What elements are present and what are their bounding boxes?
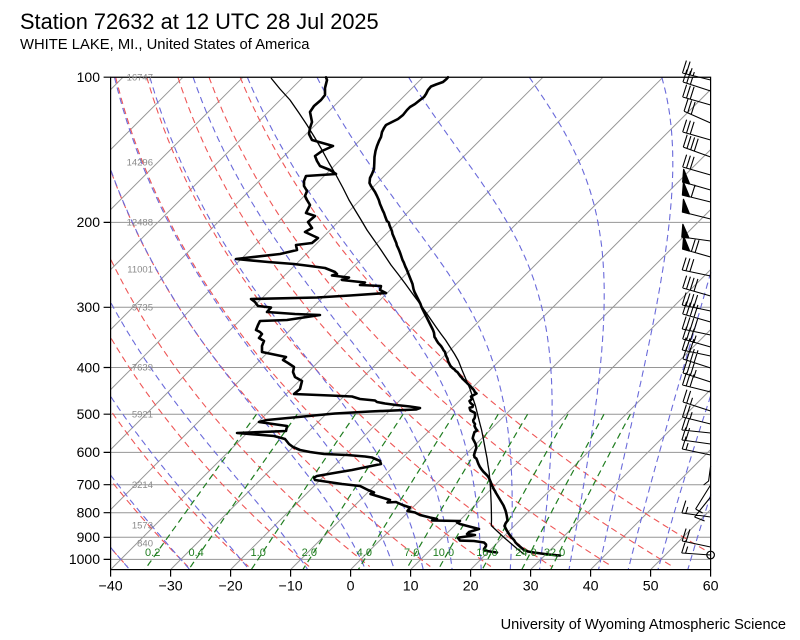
svg-text:1.0: 1.0 [251, 547, 266, 559]
svg-text:600: 600 [77, 444, 101, 460]
svg-text:200: 200 [77, 214, 101, 230]
svg-text:50: 50 [643, 579, 659, 595]
svg-text:2.0: 2.0 [302, 547, 317, 559]
svg-text:Station 72632 at 12 UTC 28 Jul: Station 72632 at 12 UTC 28 Jul 2025 [20, 9, 379, 34]
svg-text:32.0: 32.0 [544, 547, 565, 559]
svg-text:−40: −40 [99, 579, 123, 595]
svg-text:10: 10 [403, 579, 419, 595]
svg-text:1000: 1000 [69, 551, 100, 567]
svg-text:500: 500 [77, 406, 101, 422]
svg-text:0: 0 [347, 579, 355, 595]
svg-text:7.0: 7.0 [404, 547, 419, 559]
svg-text:3214: 3214 [132, 480, 153, 491]
svg-text:5921: 5921 [132, 409, 153, 420]
svg-text:400: 400 [77, 359, 101, 375]
svg-text:60: 60 [703, 579, 719, 595]
svg-text:7639: 7639 [132, 363, 153, 374]
svg-text:800: 800 [77, 505, 101, 521]
svg-text:−20: −20 [219, 579, 243, 595]
svg-text:−10: −10 [279, 579, 303, 595]
svg-text:1573: 1573 [132, 521, 153, 532]
svg-text:9735: 9735 [132, 303, 153, 314]
svg-text:11001: 11001 [127, 264, 153, 275]
svg-text:20: 20 [463, 579, 479, 595]
svg-text:University of Wyoming Atmosphe: University of Wyoming Atmospheric Scienc… [501, 617, 786, 633]
svg-text:24.0: 24.0 [515, 547, 536, 559]
svg-text:14296: 14296 [127, 157, 153, 168]
svg-text:30: 30 [523, 579, 539, 595]
svg-text:10.0: 10.0 [433, 547, 454, 559]
svg-text:900: 900 [77, 529, 101, 545]
svg-text:40: 40 [583, 579, 599, 595]
svg-text:WHITE LAKE, MI., United States: WHITE LAKE, MI., United States of Americ… [20, 37, 310, 53]
svg-text:840: 840 [137, 538, 153, 549]
svg-text:0.4: 0.4 [188, 547, 203, 559]
svg-text:4.0: 4.0 [357, 547, 372, 559]
svg-text:100: 100 [77, 69, 101, 85]
svg-text:16.0: 16.0 [476, 547, 497, 559]
svg-text:300: 300 [77, 299, 101, 315]
svg-text:0.2: 0.2 [145, 547, 160, 559]
svg-text:12488: 12488 [127, 218, 153, 229]
svg-text:700: 700 [77, 477, 101, 493]
svg-text:16747: 16747 [127, 73, 153, 84]
svg-text:−30: −30 [159, 579, 183, 595]
